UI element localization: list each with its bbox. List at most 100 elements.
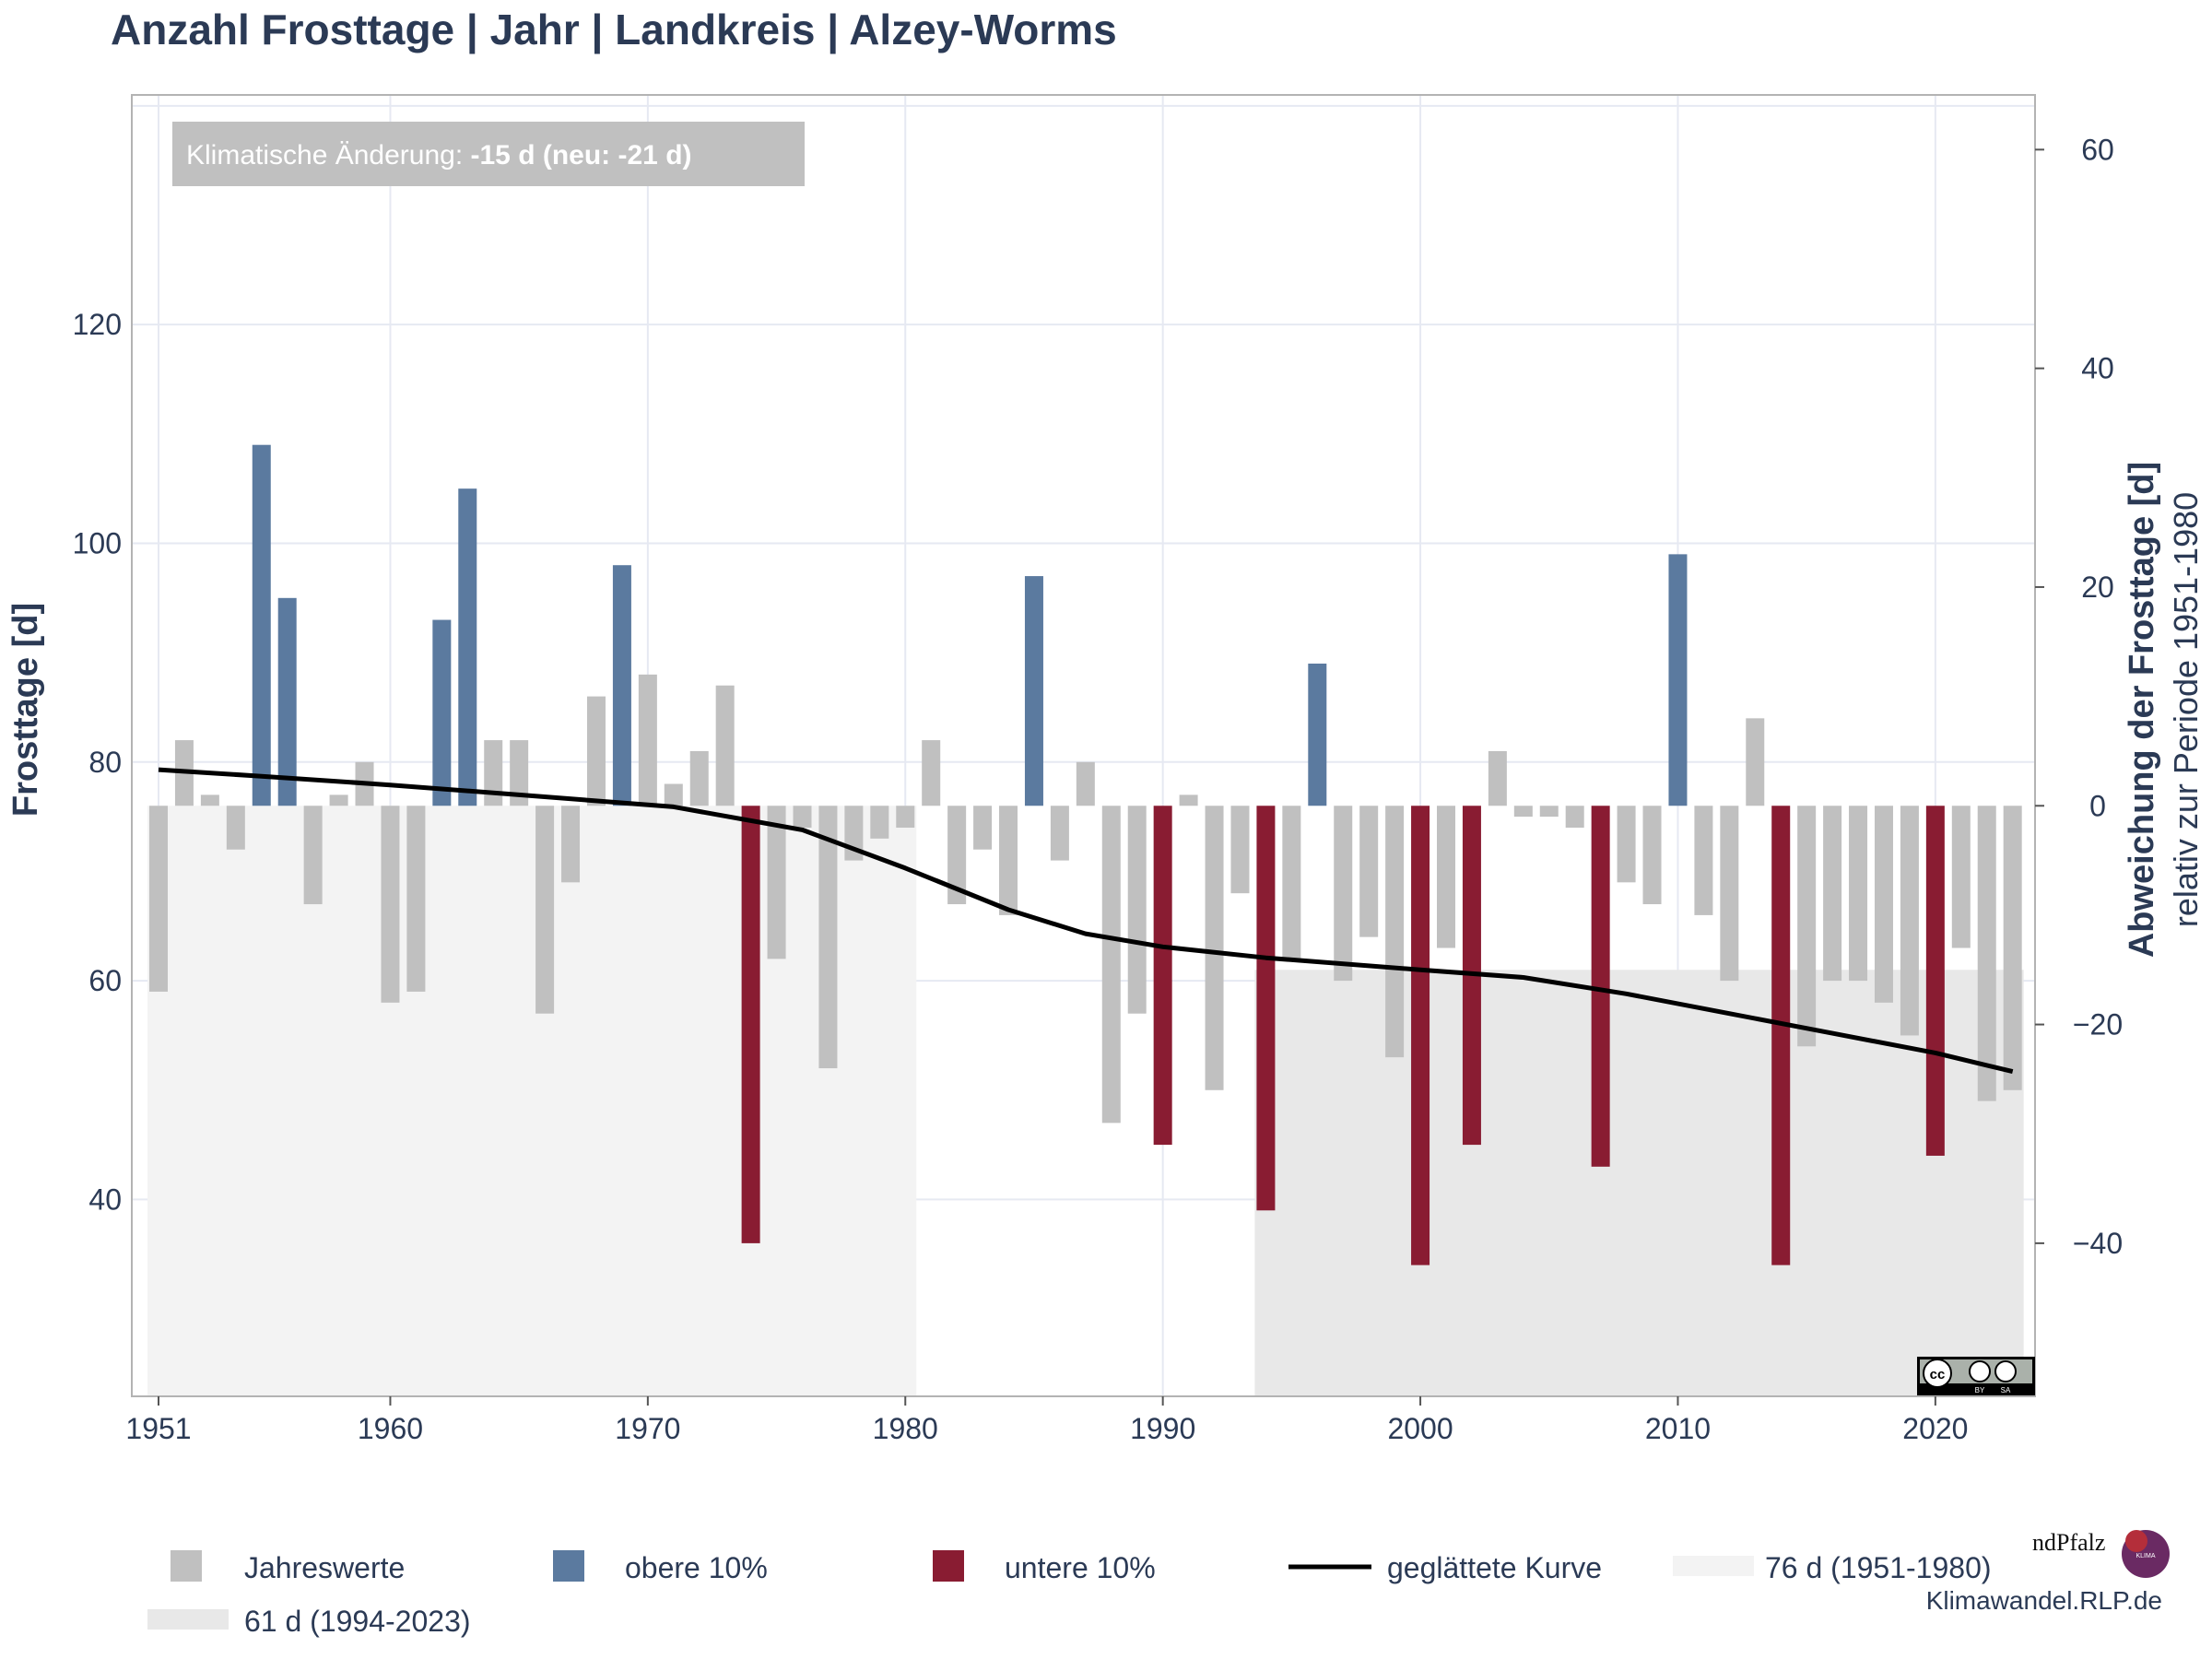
- bar-1989: [1127, 806, 1147, 1014]
- bar-1967: [561, 806, 581, 883]
- annotation-box: Klimatische Änderung: -15 d (neu: -21 d): [172, 122, 805, 186]
- bar-1979: [870, 806, 889, 839]
- bar-1965: [510, 740, 529, 806]
- x-tick-label: 2020: [1902, 1412, 1968, 1445]
- bar-1987: [1076, 761, 1095, 806]
- x-tick-label: 1980: [873, 1412, 938, 1445]
- legend: Jahreswerte obere 10% untere 10% geglättete…: [147, 1550, 1992, 1638]
- y-tick-label: 60: [88, 964, 122, 997]
- y2-axis-label: Abweichung der Frosttage [d]: [2123, 462, 2161, 958]
- bar-1972: [689, 750, 709, 806]
- plot-border: [131, 94, 2036, 1397]
- x-tick-label: 1960: [358, 1412, 423, 1445]
- footer-logo: ndPfalz KLIMA Klimawandel.RLP.de: [1926, 1529, 2170, 1615]
- legend-item-red: untere 10%: [933, 1550, 1156, 1584]
- bar-1992: [1205, 806, 1224, 1090]
- bar-1970: [638, 674, 657, 806]
- y2-tick-label: 40: [2081, 352, 2114, 385]
- bar-1960: [381, 806, 400, 1003]
- bar-1995: [1282, 806, 1301, 959]
- x-tick-label: 1990: [1130, 1412, 1195, 1445]
- legend-item-period1: 76 d (1951-1980): [1673, 1551, 1992, 1584]
- bar-1964: [484, 740, 503, 806]
- period-band: [147, 806, 917, 1396]
- bar-2012: [1720, 806, 1739, 982]
- bar-2009: [1642, 806, 1662, 905]
- legend-item-gray: Jahreswerte: [171, 1550, 405, 1584]
- x-tick-label: 2010: [1645, 1412, 1711, 1445]
- bar-2020: [1925, 806, 1945, 1156]
- bar-1990: [1153, 806, 1172, 1146]
- bar-1985: [1024, 576, 1043, 806]
- bar-1981: [922, 740, 941, 806]
- bar-1996: [1308, 664, 1327, 806]
- bar-2021: [1951, 806, 1971, 948]
- bar-1986: [1050, 806, 1069, 861]
- y2-axis-sublabel: relativ zur Periode 1951-1980: [2167, 492, 2205, 927]
- bar-1999: [1385, 806, 1405, 1058]
- annotation-value: -15 d (neu: -21 d): [471, 140, 692, 171]
- bar-1954: [226, 806, 245, 850]
- bar-1953: [200, 794, 219, 806]
- bar-2008: [1617, 806, 1636, 883]
- y-tick-label: 120: [73, 308, 122, 341]
- bar-1984: [999, 806, 1018, 915]
- bar-1969: [612, 565, 631, 806]
- bar-1961: [406, 806, 426, 992]
- badge-icon: KLIMA: [2136, 1553, 2155, 1559]
- bars: [149, 444, 2022, 1265]
- period-bands: [147, 806, 2024, 1396]
- bar-1955: [252, 444, 271, 806]
- bar-2023: [2003, 806, 2022, 1090]
- bar-1966: [535, 806, 555, 1014]
- y-axis-label: Frosttage [d]: [6, 603, 45, 817]
- logo-text: ndPfalz: [2032, 1529, 2105, 1556]
- bar-2022: [1977, 806, 1996, 1101]
- bar-1968: [586, 696, 606, 806]
- bar-1983: [973, 806, 993, 850]
- bar-2006: [1565, 806, 1584, 828]
- y-axis-left: 40 60 80 100 120: [73, 308, 122, 1216]
- bar-2000: [1411, 806, 1430, 1265]
- legend-label: obere 10%: [625, 1551, 768, 1584]
- bar-1958: [329, 794, 348, 806]
- legend-label: untere 10%: [1005, 1551, 1156, 1584]
- legend-label: Jahreswerte: [244, 1551, 405, 1584]
- bar-1957: [303, 806, 323, 905]
- bar-1997: [1334, 806, 1353, 982]
- bar-2004: [1513, 806, 1533, 818]
- legend-label: geglättete Kurve: [1387, 1551, 1602, 1584]
- y2-tick-label: 20: [2081, 571, 2114, 604]
- bar-1982: [947, 806, 967, 905]
- y-tick-label: 80: [88, 746, 122, 779]
- bar-2018: [1874, 806, 1893, 1003]
- smoothed-curve: [158, 767, 2014, 1075]
- bar-2007: [1591, 806, 1610, 1167]
- legend-swatch: [147, 1609, 229, 1630]
- legend-item-line: geglättete Kurve: [1288, 1551, 1602, 1584]
- bar-2014: [1771, 806, 1791, 1265]
- bar-2017: [1849, 806, 1868, 982]
- chart-title: Anzahl Frosttage | Jahr | Landkreis | Al…: [111, 6, 1117, 53]
- bar-2019: [1900, 806, 1919, 1036]
- bar-1971: [664, 783, 683, 806]
- legend-item-blue: obere 10%: [553, 1550, 768, 1584]
- bar-1998: [1359, 806, 1379, 937]
- legend-swatch: [1673, 1556, 1754, 1576]
- bar-1956: [277, 597, 297, 806]
- bar-1974: [741, 806, 760, 1243]
- legend-swatch: [933, 1550, 964, 1582]
- svg-text:BY: BY: [1975, 1386, 1985, 1394]
- y2-tick-label: 0: [2089, 789, 2106, 822]
- y-axis-right: −40 −20 0 20 40 60: [2035, 133, 2123, 1260]
- y-tick-label: 100: [73, 526, 122, 559]
- bar-1977: [818, 806, 838, 1069]
- bar-1962: [432, 619, 452, 806]
- bar-1993: [1230, 806, 1250, 894]
- x-tick-label: 2000: [1387, 1412, 1453, 1445]
- bar-2011: [1694, 806, 1713, 915]
- svg-text:Klimatische Änderung: -15 d (n: Klimatische Änderung: -15 d (neu: -21 d): [186, 140, 692, 171]
- bar-2005: [1539, 806, 1559, 818]
- bar-2013: [1746, 718, 1765, 806]
- website-label: Klimawandel.RLP.de: [1926, 1586, 2162, 1615]
